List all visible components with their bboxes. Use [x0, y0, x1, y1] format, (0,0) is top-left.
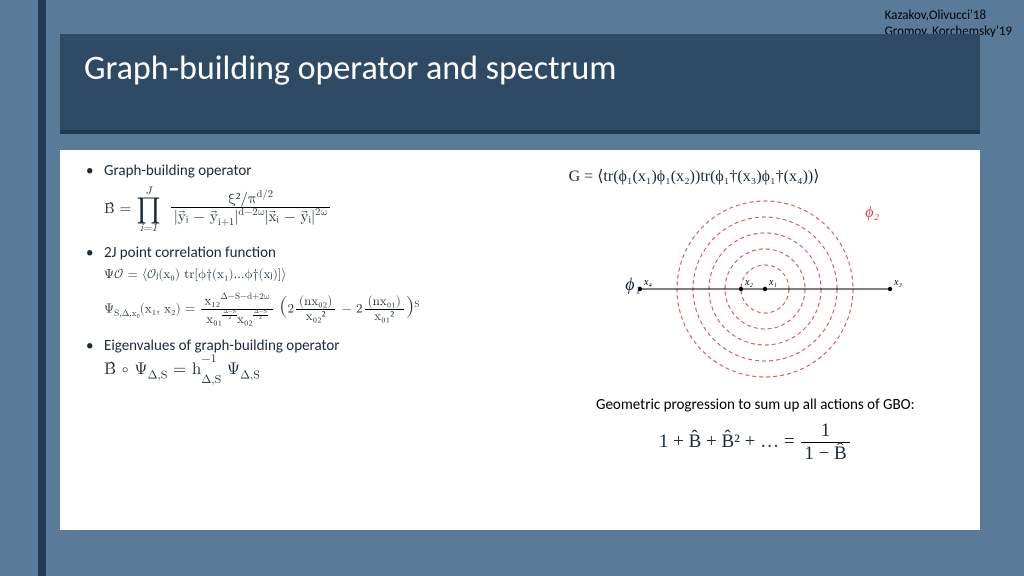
- slide-title: Graph-building operator and spectrum: [84, 48, 956, 89]
- content-area: Graph-building operator B̂ = J ∏ i=1 ξ²/…: [60, 150, 980, 530]
- accent-bar: [38, 0, 46, 576]
- gbo-caption: Geometric progression to sum up all acti…: [549, 396, 962, 416]
- phi2-label: ϕ₂: [865, 204, 879, 222]
- bullet-2j: 2J point correlation function: [86, 244, 549, 262]
- eq-psi-O: Ψ𝒪 = ⟨𝒪ⱼ(x₀) tr[ϕ†(x₁)…ϕ†(xⱼ)]⟩: [104, 268, 549, 282]
- phi1-label: ϕ₁: [625, 274, 641, 295]
- svg-text:x₃: x₃: [893, 277, 902, 288]
- eq-G: G = ⟨tr(ϕ₁(x₁)ϕ₁(x₂))tr(ϕ₁†(x₃)ϕ₁†(x₄))⟩: [569, 166, 962, 186]
- svg-text:x₄: x₄: [643, 277, 652, 288]
- circles-diagram: x₄ x₂ x₁ x₃ ϕ₁ ϕ₂: [565, 194, 945, 384]
- svg-text:x₁: x₁: [768, 277, 777, 288]
- eq-eigen: B̂ ∘ ΨΔ,S = h−1Δ,S ΨΔ,S: [104, 361, 549, 382]
- eq-B-operator: B̂ = J ∏ i=1 ξ²/πd/2 |y⃗ᵢ − y⃗i+1|d−2ω|x…: [104, 186, 549, 234]
- svg-text:x₂: x₂: [744, 277, 753, 288]
- bullet-eigen: Eigenvalues of graph-building operator: [86, 337, 549, 355]
- title-bar: Graph-building operator and spectrum: [60, 34, 980, 134]
- eq-psi-SDelta: ΨS,Δ,x₀(x₁, x₂) = x₁₂Δ−S−d+2ω x₀₁Δ−S2x₀₂…: [104, 292, 549, 327]
- left-column: Graph-building operator B̂ = J ∏ i=1 ξ²/…: [86, 162, 549, 520]
- eq-geom-sum: 1 + B̂ + B̂² + … = 1 1 − B̂: [549, 420, 962, 465]
- right-column: G = ⟨tr(ϕ₁(x₁)ϕ₁(x₂))tr(ϕ₁†(x₃)ϕ₁†(x₄))⟩…: [549, 162, 962, 520]
- diagram-svg: x₄ x₂ x₁ x₃: [565, 194, 945, 384]
- bullet-gbo: Graph-building operator: [86, 162, 549, 180]
- citation-line-1: Kazakov,Olivucci'18: [885, 8, 1012, 24]
